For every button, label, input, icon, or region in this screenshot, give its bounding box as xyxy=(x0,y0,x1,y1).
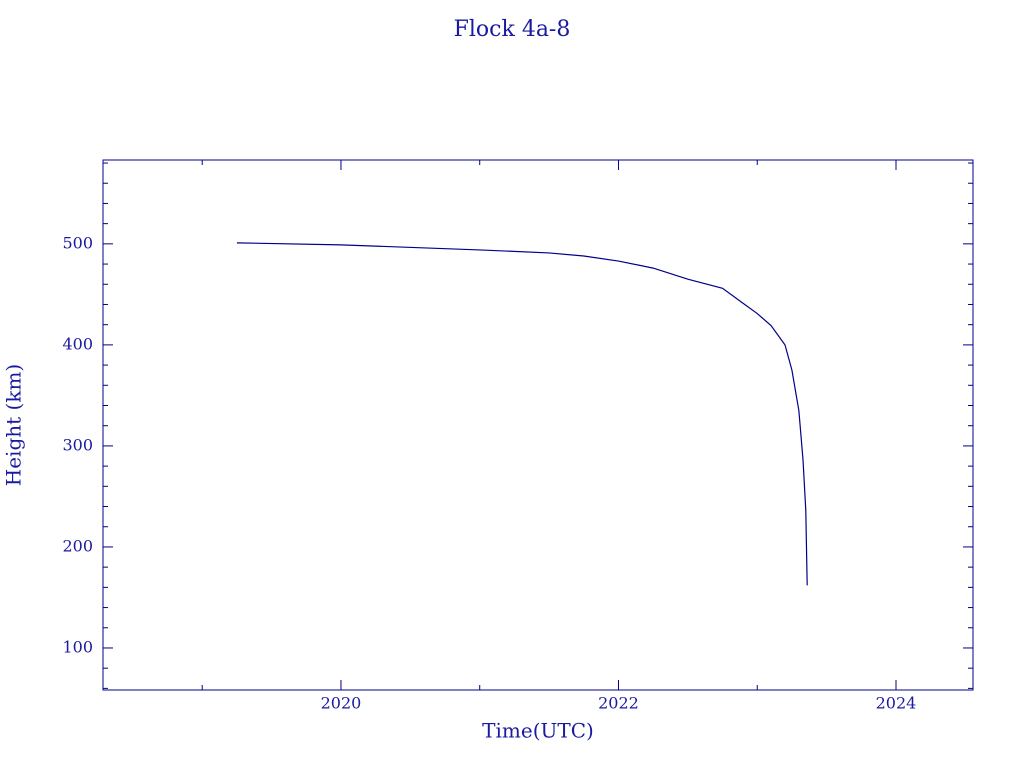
chart-title: Flock 4a-8 xyxy=(454,17,571,42)
data-line xyxy=(236,242,808,586)
y-tick-label: 100 xyxy=(62,637,93,656)
y-tick-label: 400 xyxy=(62,334,93,353)
y-axis-label: Height (km) xyxy=(2,364,26,486)
x-axis-label: Time(UTC) xyxy=(482,719,594,743)
y-tick-label: 200 xyxy=(62,536,93,555)
x-tick-label: 2024 xyxy=(876,694,917,713)
x-tick-label: 2022 xyxy=(598,694,639,713)
y-tick-label: 500 xyxy=(62,233,93,252)
y-tick-label: 300 xyxy=(62,435,93,454)
plot-frame xyxy=(102,159,974,691)
x-tick-label: 2020 xyxy=(321,694,362,713)
